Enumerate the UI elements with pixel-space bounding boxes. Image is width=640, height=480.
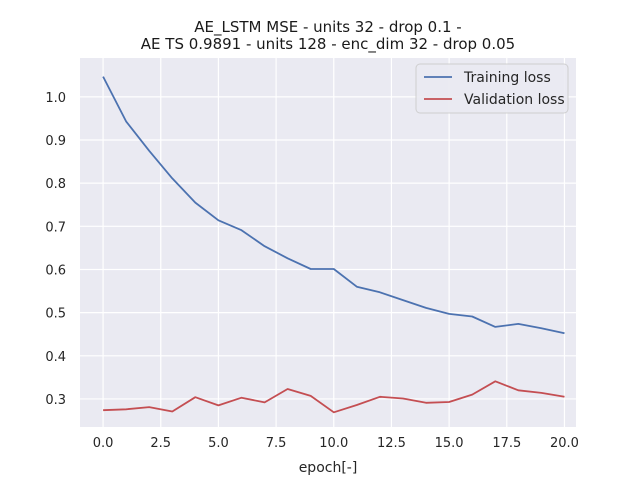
tick-labels: 0.0 2.5 5.0 7.5 10.0 12.5 15.0 17.5 20.0 0.3 0.4 0.…: [45, 91, 579, 451]
x-tick-label: 12.5: [377, 436, 406, 451]
y-tick-label: 1.0: [45, 91, 66, 106]
x-axis-label: epoch[-]: [299, 460, 358, 476]
y-tick-label: 0.7: [45, 220, 66, 235]
y-tick-label: 0.3: [45, 393, 66, 408]
y-tick-label: 0.5: [45, 307, 66, 322]
x-tick-label: 20.0: [550, 436, 579, 451]
y-tick-label: 0.8: [45, 177, 66, 192]
y-tick-label: 0.4: [45, 350, 66, 365]
x-tick-label: 5.0: [208, 436, 229, 451]
x-tick-label: 17.5: [492, 436, 521, 451]
grid: [80, 58, 576, 427]
chart-title-line-1: AE_LSTM MSE - units 32 - drop 0.1 -: [194, 18, 461, 37]
legend-box: [415, 63, 569, 114]
x-tick-label: 10.0: [319, 436, 348, 451]
legend: Training loss Validation loss: [415, 63, 569, 114]
legend-label-validation-loss: Validation loss: [464, 92, 565, 108]
y-tick-label: 0.6: [45, 263, 66, 278]
legend-label-training-loss: Training loss: [463, 70, 551, 86]
x-tick-label: 7.5: [266, 436, 287, 451]
series-line-validation-loss: [103, 380, 565, 414]
series-line-training-loss: [102, 76, 565, 335]
x-tick-label: 2.5: [150, 436, 171, 451]
x-tick-label: 15.0: [435, 436, 464, 451]
x-tick-label: 0.0: [93, 436, 114, 451]
series-layer: [102, 76, 565, 414]
y-tick-label: 0.9: [45, 134, 66, 149]
chart-title-line-2: AE TS 0.9891 - units 128 - enc_dim 32 - …: [141, 35, 515, 54]
plot-area: [80, 58, 576, 427]
